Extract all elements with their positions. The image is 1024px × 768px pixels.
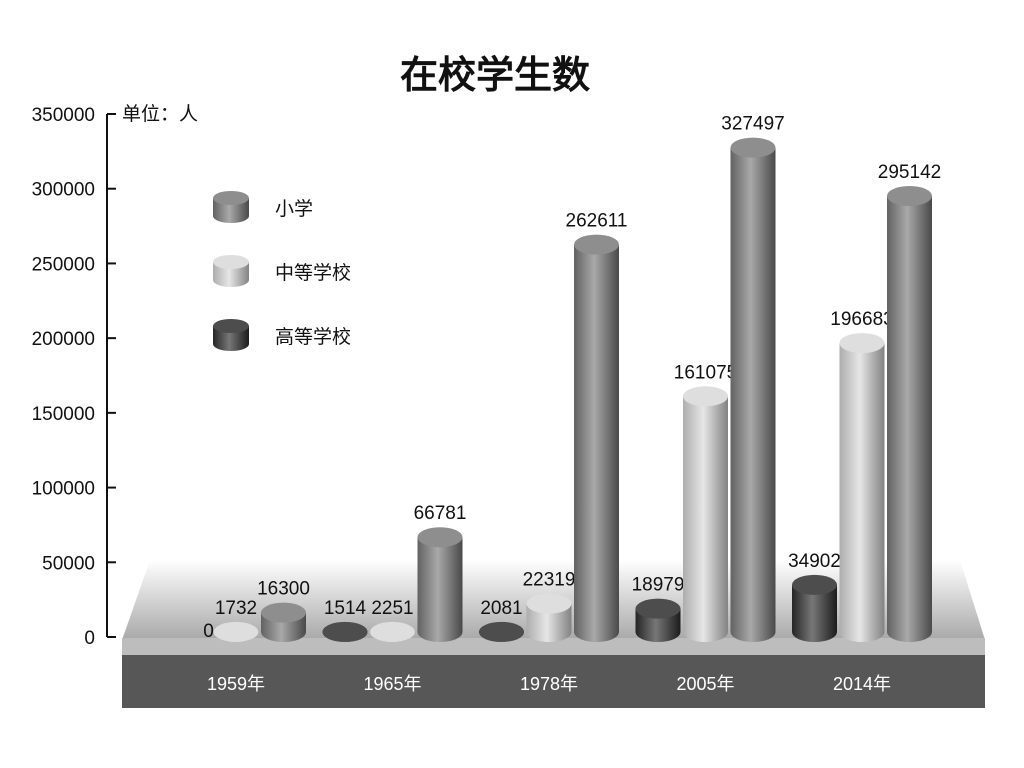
data-label: 1732 xyxy=(215,598,257,619)
bar xyxy=(574,234,619,642)
legend-item: 中等学校 xyxy=(213,255,351,287)
bar xyxy=(417,527,463,642)
data-label: 196683 xyxy=(830,309,893,330)
y-tick-label: 300000 xyxy=(32,180,95,201)
data-label: 2081 xyxy=(480,598,522,619)
data-label: 0 xyxy=(203,621,214,642)
legend-label: 高等学校 xyxy=(275,326,351,348)
data-label: 34902 xyxy=(788,551,841,572)
data-label: 18979 xyxy=(632,575,685,596)
legend-item: 小学 xyxy=(213,191,313,223)
x-tick-label: 2014年 xyxy=(833,674,891,694)
bar xyxy=(370,621,415,642)
bar xyxy=(261,602,306,642)
y-tick-label: 200000 xyxy=(32,329,95,350)
data-label: 262611 xyxy=(566,211,628,232)
bar xyxy=(322,621,368,642)
y-tick-label: 350000 xyxy=(32,105,95,126)
bar xyxy=(635,598,681,642)
data-label: 295142 xyxy=(878,162,941,183)
bar xyxy=(213,621,259,642)
bar xyxy=(792,574,837,642)
bar xyxy=(479,621,524,642)
bar xyxy=(887,185,932,642)
data-label: 327497 xyxy=(721,114,784,135)
x-tick-label: 2005年 xyxy=(676,674,734,694)
legend-label: 小学 xyxy=(275,198,313,220)
x-tick-label: 1978年 xyxy=(520,674,578,694)
data-label: 1514 xyxy=(324,598,367,619)
bar xyxy=(683,386,728,642)
x-tick-label: 1965年 xyxy=(363,674,421,694)
y-tick-label: 150000 xyxy=(32,404,95,425)
y-tick-label: 100000 xyxy=(32,479,95,500)
bar xyxy=(730,137,776,642)
legend-item: 高等学校 xyxy=(213,319,351,351)
bar xyxy=(526,593,572,642)
chart-title: 在校学生数 xyxy=(400,54,590,97)
data-label: 66781 xyxy=(414,503,467,524)
legend-label: 中等学校 xyxy=(275,262,351,284)
y-tick-label: 250000 xyxy=(32,254,95,275)
unit-label: 单位：人 xyxy=(122,103,198,125)
y-tick-label: 50000 xyxy=(42,553,95,574)
data-label: 161075 xyxy=(674,362,737,383)
data-label: 22319 xyxy=(523,570,576,591)
data-label: 2251 xyxy=(371,598,413,619)
y-tick-label: 0 xyxy=(84,628,95,649)
bar xyxy=(839,333,885,642)
x-tick-label: 1959年 xyxy=(207,674,265,694)
data-label: 16300 xyxy=(257,579,310,600)
